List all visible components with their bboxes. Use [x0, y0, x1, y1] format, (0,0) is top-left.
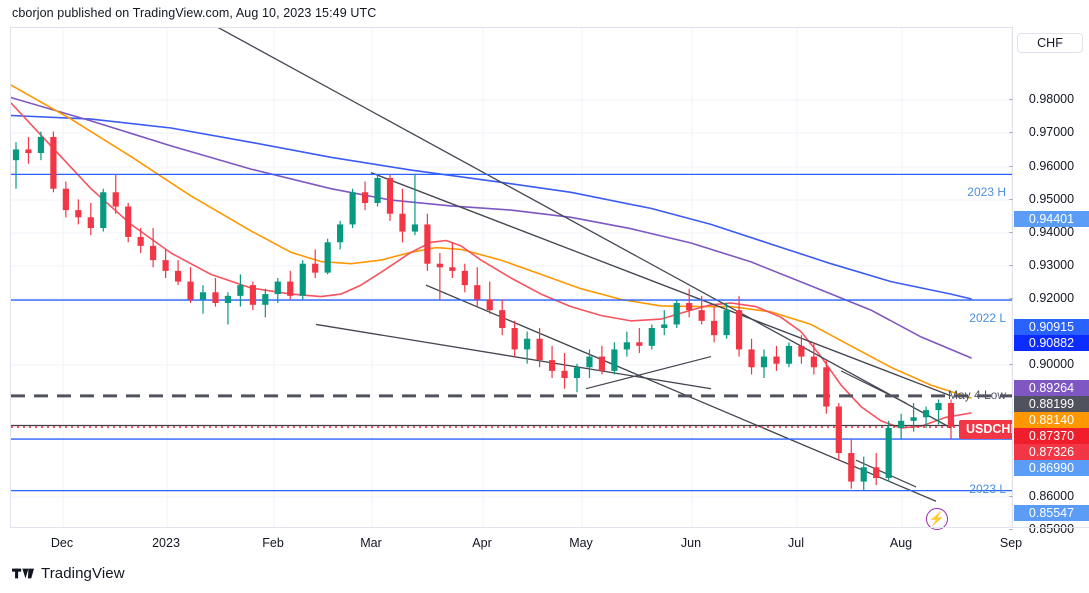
time-tick-label: Jul — [788, 536, 804, 550]
price-tick-mark — [1009, 166, 1013, 167]
tradingview-footer: TradingView — [12, 565, 125, 582]
price-tick-label: 0.98000 — [1028, 92, 1075, 106]
lightning-bolt-icon[interactable]: ⚡ — [926, 508, 948, 530]
level-2023-low[interactable]: 0.85547 — [1014, 505, 1089, 521]
price-tick-label: 0.90000 — [1028, 357, 1075, 371]
level-2022-low[interactable]: 0.90882 — [1014, 335, 1089, 351]
price-tick-mark — [1009, 265, 1013, 266]
level-090915[interactable]: 0.90915 — [1014, 319, 1089, 335]
label-may-4-low: May 4 Low — [947, 388, 1006, 402]
price-tick-mark — [1009, 298, 1013, 299]
label-2023-low: 2023 L — [969, 482, 1006, 496]
time-tick-label: Jun — [680, 536, 702, 550]
price-tick-mark — [1009, 496, 1013, 497]
level-ma-orange[interactable]: 0.88140 — [1014, 412, 1089, 428]
price-tick-mark — [1009, 99, 1013, 100]
price-tick-mark — [1009, 529, 1013, 530]
price-tick-label: 0.86000 — [1028, 489, 1075, 503]
time-tick-label: Apr — [472, 536, 492, 550]
price-tick-label: 0.97000 — [1028, 125, 1075, 139]
price-tick-mark — [1009, 232, 1013, 233]
chart-canvas — [11, 28, 1012, 527]
price-tick-label: 0.92000 — [1028, 291, 1075, 305]
level-may-4-low[interactable]: 0.87370 — [1014, 428, 1089, 444]
time-tick-label: Mar — [360, 536, 382, 550]
price-tick-label: 0.85000 — [1028, 522, 1075, 536]
price-tick-mark — [1009, 364, 1013, 365]
tradingview-logo-icon — [12, 568, 34, 579]
label-2022-low: 2022 L — [969, 311, 1006, 325]
level-dashed-gray[interactable]: 0.88199 — [1014, 396, 1089, 412]
symbol-price-tag: USDCHF — [959, 420, 1026, 439]
time-tick-label: Aug — [889, 536, 913, 550]
price-tick-label: 0.95000 — [1028, 192, 1075, 206]
publication-attribution: cborjon published on TradingView.com, Au… — [12, 6, 377, 20]
price-tick-mark — [1009, 132, 1013, 133]
time-tick-label: Feb — [262, 536, 284, 550]
time-axis[interactable]: Dec 2023 Feb Mar Apr May Jun Jul Aug Sep — [10, 527, 1089, 555]
time-tick-label: May — [569, 536, 593, 550]
tradingview-wordmark: TradingView — [41, 565, 125, 582]
price-tick-label: 0.93000 — [1028, 258, 1075, 272]
price-tick-label: 0.94000 — [1028, 225, 1075, 239]
price-tick-label: 0.96000 — [1028, 159, 1075, 173]
currency-badge[interactable]: CHF — [1017, 33, 1083, 53]
level-086990[interactable]: 0.86990 — [1014, 460, 1089, 476]
time-tick-label: 2023 — [152, 536, 180, 550]
level-ma-purple[interactable]: 0.89264 — [1014, 380, 1089, 396]
time-tick-label: Dec — [50, 536, 74, 550]
level-last-price[interactable]: 0.87326 — [1014, 444, 1089, 460]
price-axis[interactable]: 0.98000 0.97000 0.96000 0.95000 0.94000 0.930… — [1009, 27, 1089, 536]
level-2023-high[interactable]: 0.94401 — [1014, 211, 1089, 227]
label-2023-high: 2023 H — [967, 185, 1006, 199]
chart-plot-area[interactable] — [10, 27, 1012, 527]
time-tick-label: Sep — [999, 536, 1023, 550]
price-tick-mark — [1009, 199, 1013, 200]
